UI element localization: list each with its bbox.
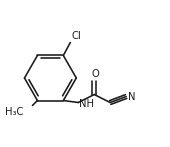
Text: N: N xyxy=(128,92,136,102)
Text: NH: NH xyxy=(79,98,94,108)
Text: O: O xyxy=(91,69,99,78)
Text: H₃C: H₃C xyxy=(5,107,23,117)
Text: Cl: Cl xyxy=(71,31,81,41)
